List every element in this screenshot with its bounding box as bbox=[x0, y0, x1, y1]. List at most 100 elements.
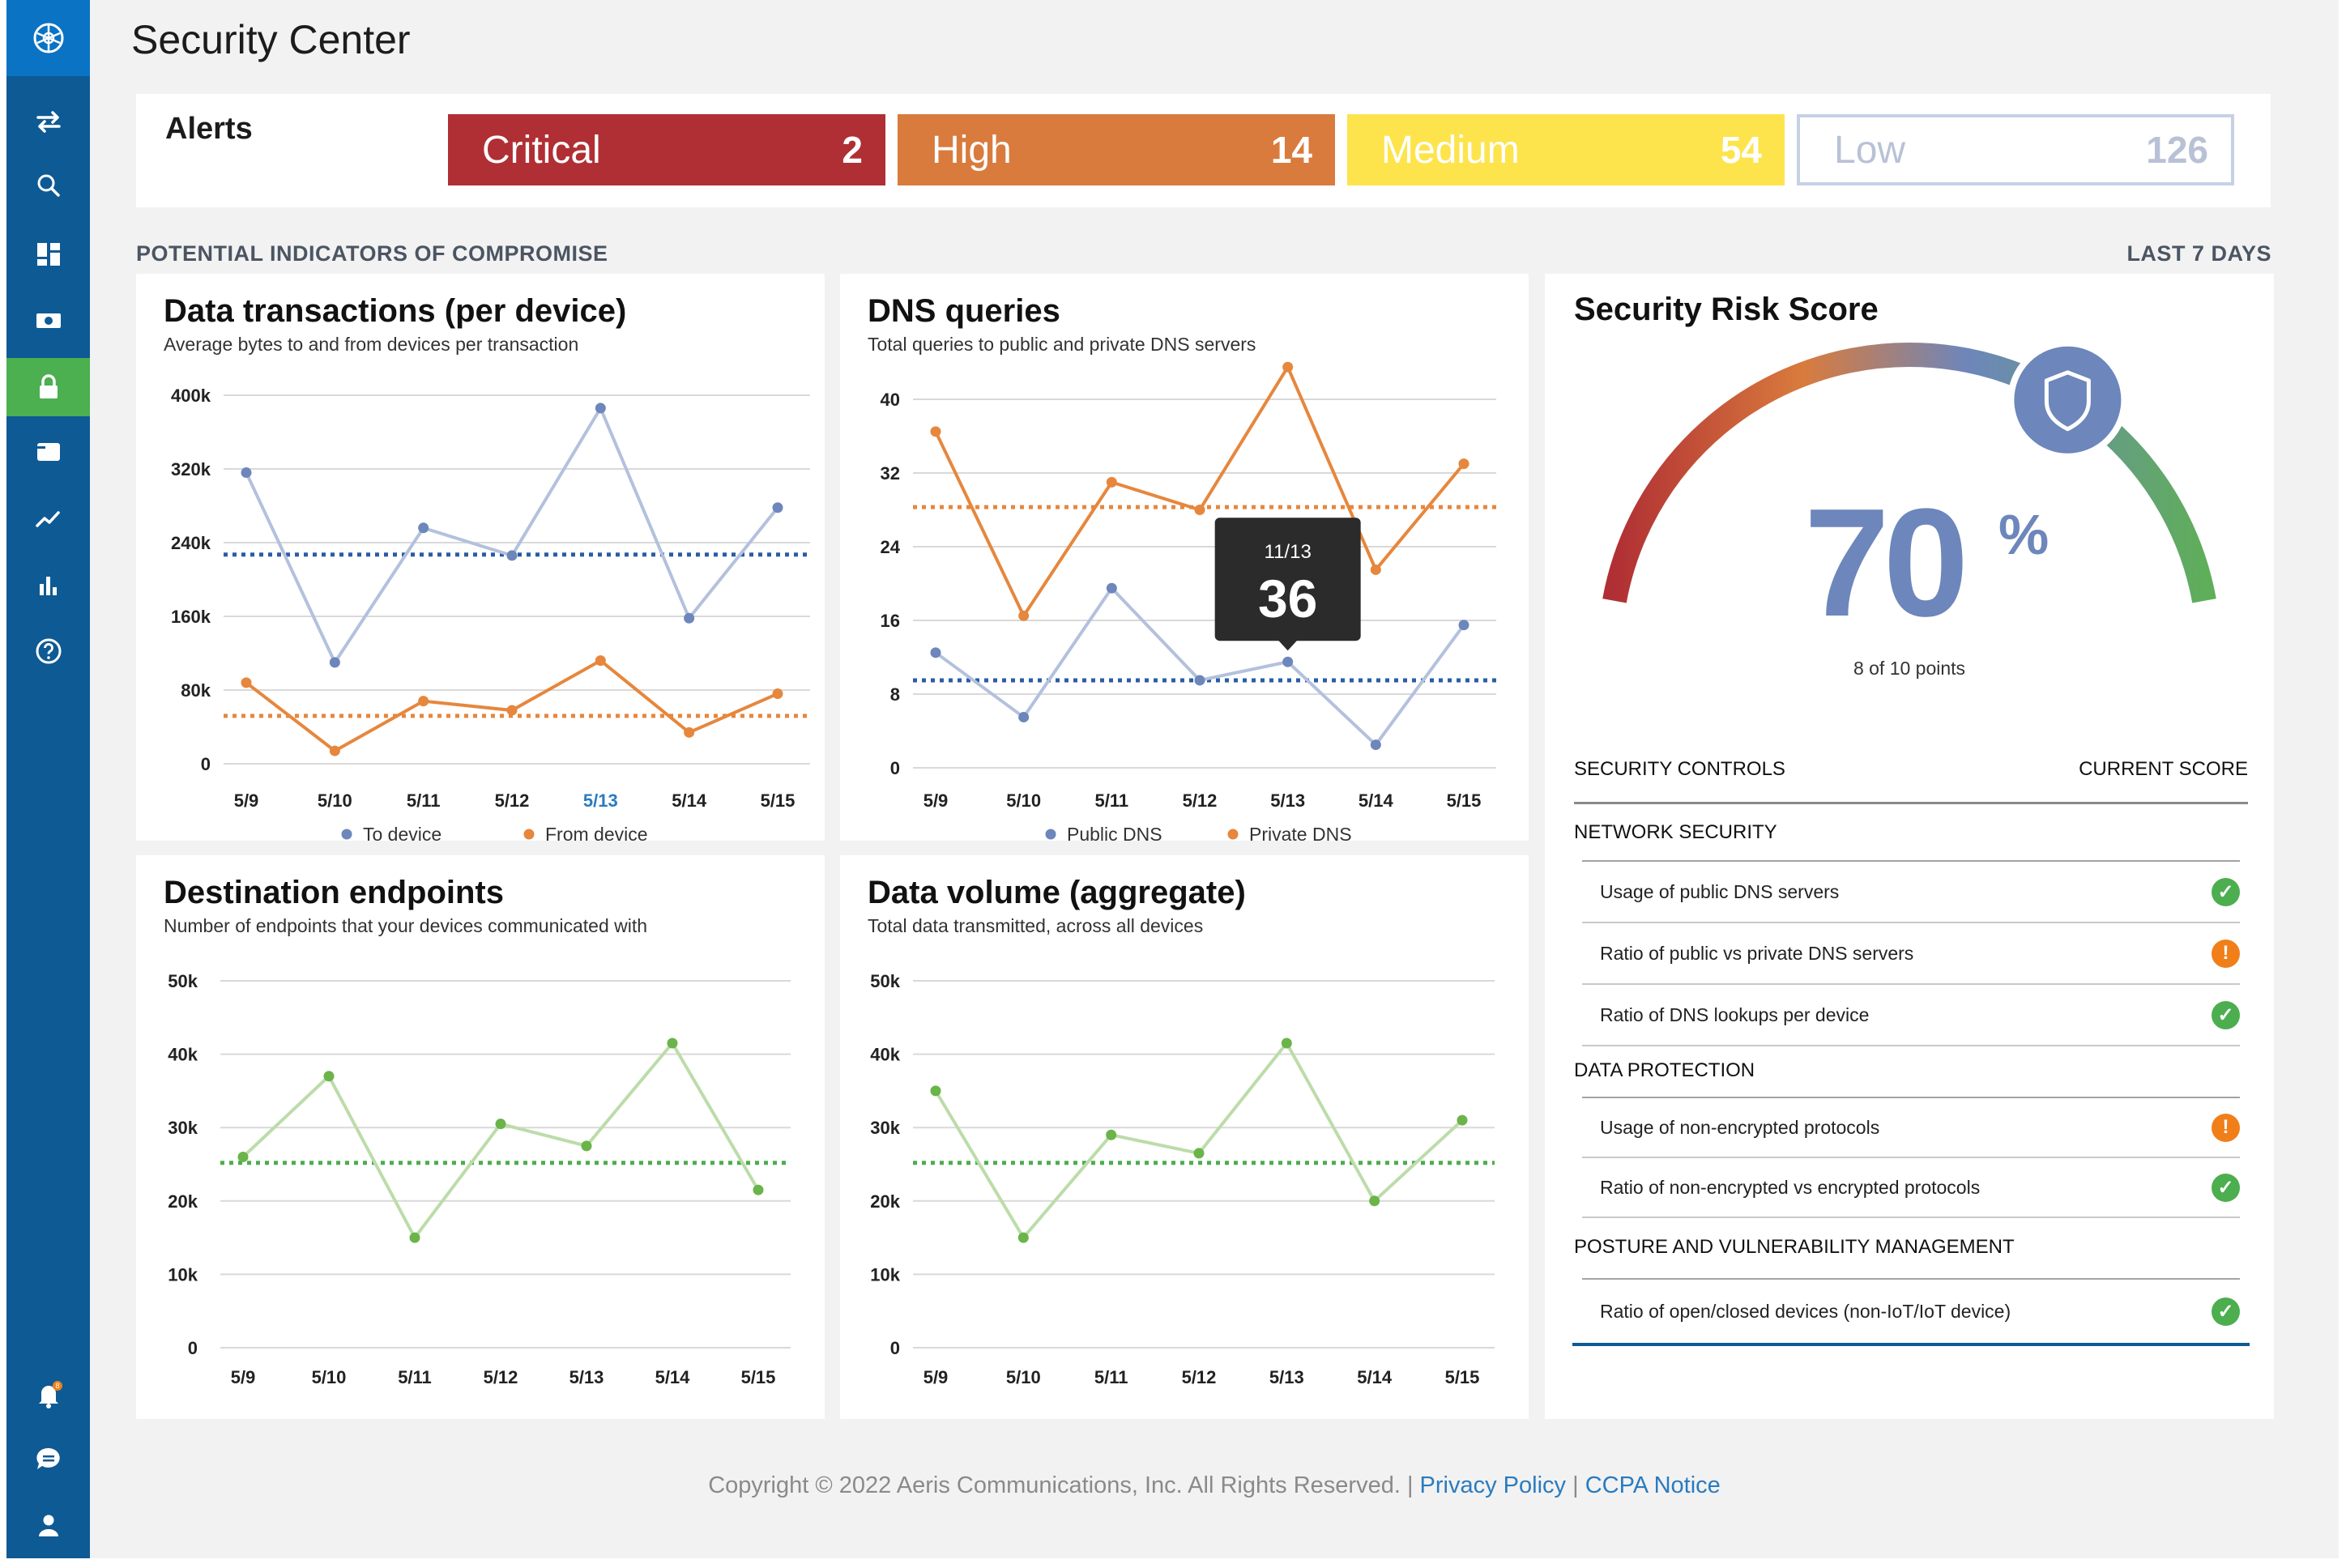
data-point bbox=[1017, 1232, 1029, 1243]
page-title: Security Center bbox=[131, 17, 411, 62]
aeris-logo-icon[interactable] bbox=[6, 0, 90, 76]
nav-security[interactable] bbox=[6, 358, 90, 416]
y-tick-label: 20k bbox=[870, 1191, 900, 1212]
chart-title: Data volume (aggregate) bbox=[868, 875, 1246, 910]
x-tick-label: 5/14 bbox=[655, 1367, 691, 1387]
alert-count: 126 bbox=[2146, 129, 2208, 171]
nav-reports[interactable] bbox=[6, 556, 90, 614]
group-divider bbox=[1582, 1278, 2240, 1280]
data-point bbox=[1281, 1038, 1292, 1049]
data-point bbox=[506, 550, 518, 561]
control-row[interactable]: Ratio of non-encrypted vs encrypted prot… bbox=[1582, 1158, 2240, 1218]
nav-billing[interactable] bbox=[6, 423, 90, 481]
risk-score-percent: % bbox=[1998, 503, 2050, 566]
data-point bbox=[329, 657, 340, 668]
y-tick-label: 160k bbox=[171, 607, 211, 627]
nav-sim[interactable] bbox=[6, 292, 90, 350]
chart-subtitle: Average bytes to and from devices per tr… bbox=[164, 334, 579, 355]
controls-header: SECURITY CONTROLS bbox=[1574, 758, 1785, 780]
nav-dashboard[interactable] bbox=[6, 225, 90, 283]
security-risk-card: Security Risk Score 70 % 8 of 10 points … bbox=[1545, 274, 2274, 1419]
nav-notifications[interactable]: 8 bbox=[6, 1366, 90, 1424]
arrows-exchange-icon bbox=[36, 111, 61, 133]
data-point bbox=[1106, 582, 1117, 594]
ccpa-notice-link[interactable]: CCPA Notice bbox=[1585, 1472, 1721, 1498]
alert-critical[interactable]: Critical 2 bbox=[448, 114, 885, 185]
nav-transfer[interactable] bbox=[6, 92, 90, 151]
data-point bbox=[1370, 739, 1381, 751]
nav-profile[interactable] bbox=[6, 1497, 90, 1555]
control-row[interactable]: Usage of non-encrypted protocols ! bbox=[1582, 1098, 2240, 1158]
y-tick-label: 40k bbox=[168, 1045, 198, 1065]
data-point bbox=[684, 612, 695, 624]
x-tick-label: 5/12 bbox=[1182, 1367, 1217, 1387]
dns-queries-chart: 0 8 16 24 32 40 5/9 5/10 5/11 5/12 5/13 5/14 5/15 Pub… bbox=[881, 361, 1496, 841]
controls-header-divider bbox=[1574, 802, 2248, 804]
chart-card-dns-queries: DNS queries Total queries to public and … bbox=[840, 274, 1529, 841]
nav-chat[interactable] bbox=[6, 1430, 90, 1489]
control-label: Usage of non-encrypted protocols bbox=[1600, 1116, 1880, 1138]
user-icon bbox=[38, 1515, 58, 1536]
chart-card-destination-endpoints: Destination endpoints Number of endpoint… bbox=[136, 855, 825, 1419]
legend-marker bbox=[341, 829, 352, 840]
control-row[interactable]: Ratio of DNS lookups per device ✓ bbox=[1582, 985, 2240, 1046]
lock-icon bbox=[39, 374, 58, 398]
x-tick-label: 5/13 bbox=[583, 790, 618, 811]
footer: Copyright © 2022 Aeris Communications, I… bbox=[90, 1472, 2339, 1499]
data-point bbox=[418, 696, 429, 707]
x-tick-label: 5/14 bbox=[1359, 790, 1394, 811]
x-tick-label: 5/11 bbox=[398, 1367, 432, 1387]
footer-separator: | bbox=[1572, 1472, 1579, 1498]
data-point bbox=[930, 426, 941, 437]
x-tick-label: 5/15 bbox=[1447, 790, 1482, 811]
data-transactions-chart: 0 80k 160k 240k 320k 400k 5/9 5/10 5/11 5/12 5/13 5… bbox=[171, 386, 810, 841]
nav-analytics[interactable] bbox=[6, 489, 90, 548]
alert-medium[interactable]: Medium 54 bbox=[1347, 114, 1785, 185]
x-tick-label: 5/12 bbox=[1183, 790, 1218, 811]
chart-tooltip: 11/13 36 bbox=[1214, 518, 1361, 651]
x-tick-label: 5/11 bbox=[1094, 1367, 1128, 1387]
nav-search[interactable] bbox=[6, 157, 90, 215]
tooltip-date: 11/13 bbox=[1265, 541, 1312, 563]
alert-high[interactable]: High 14 bbox=[898, 114, 1335, 185]
date-range-label[interactable]: LAST 7 DAYS bbox=[2126, 241, 2271, 266]
x-tick-label: 5/14 bbox=[1357, 1367, 1393, 1387]
control-row[interactable]: Ratio of public vs private DNS servers ! bbox=[1582, 923, 2240, 985]
legend-label: Private DNS bbox=[1249, 824, 1352, 841]
control-group-posture: POSTURE AND VULNERABILITY MANAGEMENT bbox=[1574, 1236, 2015, 1258]
notification-badge: 8 bbox=[55, 1382, 59, 1390]
control-row[interactable]: Ratio of open/closed devices (non-IoT/Io… bbox=[1582, 1280, 2240, 1343]
y-tick-label: 40k bbox=[870, 1045, 900, 1065]
warning-icon: ! bbox=[2212, 939, 2240, 968]
y-tick-label: 320k bbox=[171, 459, 211, 479]
sidebar: 8 bbox=[6, 0, 90, 1558]
data-volume-chart: 0 10k 20k 30k 40k 50k 5/9 5/10 5/11 5/12 5/13 5/14 5… bbox=[870, 971, 1495, 1387]
legend-marker bbox=[1227, 829, 1239, 840]
privacy-policy-link[interactable]: Privacy Policy bbox=[1419, 1472, 1567, 1498]
control-label: Ratio of DNS lookups per device bbox=[1600, 1003, 1870, 1025]
control-row[interactable]: Usage of public DNS servers ✓ bbox=[1582, 862, 2240, 923]
data-point bbox=[1370, 564, 1381, 575]
chart-title: Destination endpoints bbox=[164, 875, 504, 910]
x-tick-label: 5/11 bbox=[1095, 790, 1129, 811]
y-tick-label: 24 bbox=[881, 537, 901, 557]
copyright-text: Copyright © 2022 Aeris Communications, I… bbox=[708, 1472, 1414, 1498]
alert-low[interactable]: Low 126 bbox=[1797, 114, 2234, 185]
y-tick-label: 0 bbox=[890, 758, 900, 778]
y-tick-label: 0 bbox=[890, 1338, 900, 1358]
chart-title: DNS queries bbox=[868, 293, 1060, 329]
risk-score-caption: 8 of 10 points bbox=[1853, 658, 1966, 679]
x-tick-label: 5/10 bbox=[318, 790, 352, 811]
nav-help[interactable] bbox=[6, 622, 90, 680]
x-tick-label: 5/15 bbox=[741, 1367, 776, 1387]
data-point bbox=[1018, 711, 1030, 722]
x-tick-label: 5/14 bbox=[672, 790, 707, 811]
y-tick-label: 40 bbox=[881, 390, 900, 410]
y-tick-label: 30k bbox=[168, 1118, 198, 1138]
data-point bbox=[1369, 1195, 1380, 1207]
data-point bbox=[1018, 610, 1030, 621]
data-point bbox=[1282, 361, 1294, 373]
data-point bbox=[684, 726, 695, 738]
warning-icon: ! bbox=[2212, 1113, 2240, 1142]
check-icon: ✓ bbox=[2212, 1297, 2240, 1326]
